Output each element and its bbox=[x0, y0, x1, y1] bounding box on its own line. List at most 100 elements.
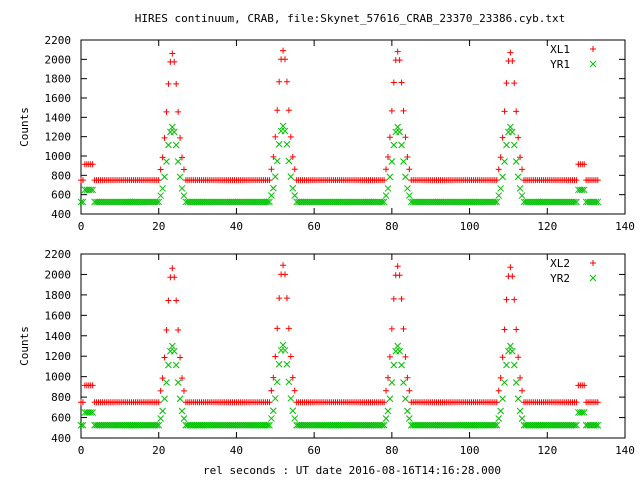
x-tick-label: 120 bbox=[537, 220, 557, 233]
data-point bbox=[175, 108, 182, 115]
data-point bbox=[289, 153, 296, 160]
data-point bbox=[580, 186, 588, 194]
data-point bbox=[155, 421, 163, 429]
data-point bbox=[289, 374, 296, 381]
data-point bbox=[404, 374, 411, 381]
data-point bbox=[161, 395, 168, 403]
plot-panel-1: 0 20 40 60 80 100 120 140 400 600 800 1000 1200 1400 1… bbox=[18, 34, 635, 233]
data-point bbox=[378, 198, 386, 206]
data-point bbox=[272, 133, 279, 140]
data-point bbox=[159, 154, 166, 161]
y-tick-label: 800 bbox=[51, 391, 71, 404]
data-point bbox=[291, 387, 298, 394]
data-point bbox=[163, 379, 170, 386]
data-point bbox=[501, 379, 508, 386]
data-point bbox=[499, 395, 506, 403]
data-point bbox=[275, 360, 283, 368]
data-point bbox=[507, 49, 514, 56]
data-point bbox=[404, 185, 411, 192]
data-point bbox=[176, 173, 184, 181]
data-point bbox=[573, 198, 580, 206]
data-point bbox=[510, 141, 518, 149]
data-point bbox=[580, 409, 588, 416]
legend-label: XL1 bbox=[550, 43, 570, 56]
legend-marker bbox=[589, 274, 597, 282]
data-point bbox=[398, 141, 405, 149]
data-point bbox=[285, 378, 293, 386]
data-point bbox=[592, 421, 600, 429]
data-point bbox=[274, 107, 281, 114]
y-tick-label: 1600 bbox=[45, 309, 72, 322]
data-point bbox=[512, 158, 520, 165]
data-point bbox=[390, 79, 397, 86]
data-point bbox=[386, 134, 393, 141]
data-point bbox=[272, 353, 279, 360]
legend-marker bbox=[590, 260, 596, 266]
data-point bbox=[388, 325, 395, 332]
plot-panel-2: 0 20 40 60 80 100 120 140 400 600 800 1000 1200 1400 1… bbox=[18, 248, 635, 457]
legend-label: YR2 bbox=[550, 272, 570, 285]
data-point bbox=[161, 134, 168, 141]
data-point bbox=[386, 353, 393, 360]
data-point bbox=[77, 421, 85, 429]
data-point bbox=[173, 297, 180, 304]
data-point bbox=[276, 78, 283, 85]
data-point bbox=[390, 361, 398, 369]
data-point bbox=[171, 58, 178, 65]
data-point bbox=[155, 399, 162, 406]
data-point bbox=[271, 395, 279, 402]
data-point bbox=[163, 326, 170, 333]
data-point bbox=[89, 409, 97, 416]
data-point bbox=[165, 141, 172, 149]
data-point bbox=[266, 177, 273, 184]
legend-label: XL2 bbox=[550, 257, 570, 270]
data-point bbox=[266, 421, 273, 429]
y-tick-label: 1600 bbox=[45, 92, 72, 105]
data-point bbox=[282, 271, 288, 278]
data-point bbox=[169, 265, 176, 272]
data-point bbox=[155, 177, 162, 184]
data-point bbox=[157, 415, 165, 422]
data-point bbox=[499, 173, 506, 181]
data-point bbox=[398, 295, 405, 302]
data-point bbox=[153, 421, 161, 429]
series-XL1 bbox=[78, 47, 601, 184]
data-point bbox=[514, 173, 522, 181]
data-point bbox=[268, 192, 275, 199]
data-point bbox=[274, 325, 281, 332]
data-point bbox=[497, 185, 505, 192]
data-point bbox=[275, 140, 283, 148]
data-point bbox=[87, 186, 95, 194]
y-axis-label: Counts bbox=[18, 107, 31, 147]
series-XL2 bbox=[78, 262, 601, 406]
data-point bbox=[503, 141, 510, 149]
data-point bbox=[495, 387, 502, 394]
data-point bbox=[501, 108, 508, 115]
x-axis-label: rel seconds : UT date 2016-08-16T14:16:2… bbox=[203, 464, 501, 477]
data-point bbox=[287, 133, 294, 140]
data-point bbox=[592, 198, 600, 206]
data-point bbox=[594, 177, 601, 184]
data-point bbox=[287, 173, 295, 180]
data-point bbox=[287, 353, 294, 360]
x-tick-label: 100 bbox=[460, 220, 480, 233]
y-tick-label: 400 bbox=[51, 208, 71, 221]
plot-panels: 0 20 40 60 80 100 120 1404006008001000120014001… bbox=[18, 34, 635, 457]
data-point bbox=[513, 108, 520, 115]
data-point bbox=[493, 421, 501, 429]
data-point bbox=[503, 80, 510, 87]
data-point bbox=[271, 173, 279, 180]
plot-frame bbox=[80, 253, 626, 439]
data-point bbox=[291, 192, 299, 199]
y-tick-label: 1400 bbox=[45, 111, 72, 124]
data-point bbox=[175, 326, 182, 333]
data-point bbox=[279, 341, 287, 349]
data-point bbox=[493, 399, 500, 406]
data-point bbox=[179, 375, 186, 382]
data-point bbox=[378, 421, 386, 429]
data-point bbox=[503, 296, 510, 303]
data-point bbox=[180, 415, 188, 422]
data-point bbox=[268, 387, 275, 394]
data-point bbox=[266, 399, 273, 406]
data-point bbox=[512, 379, 520, 386]
